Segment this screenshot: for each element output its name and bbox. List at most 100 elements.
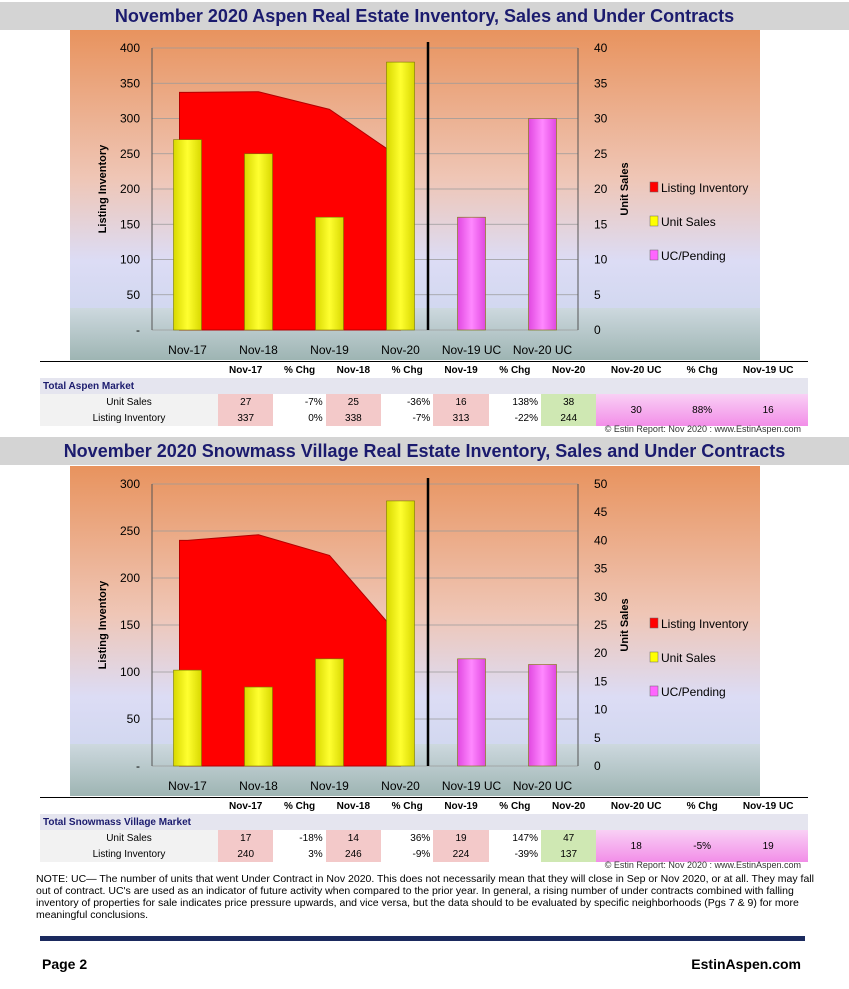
x-tick-label: Nov-20 UC	[513, 343, 573, 357]
y-tick-label: 150	[120, 217, 140, 231]
cell: -22%	[514, 412, 538, 424]
col-header: Nov-18	[325, 361, 382, 378]
cell: 337	[218, 410, 274, 426]
cell: 246	[325, 846, 382, 862]
y-tick-label: 100	[120, 253, 140, 267]
y-tick-label: 300	[120, 112, 140, 126]
y2-tick-label: 25	[594, 147, 608, 161]
y-tick-label: 50	[127, 288, 141, 302]
y2-tick-label: 30	[594, 590, 608, 604]
cell: 313	[433, 410, 489, 426]
cell: -9%	[412, 848, 431, 860]
unit-sales-bar	[173, 669, 202, 767]
row-label: Unit Sales	[40, 394, 218, 410]
y-tick-label: 150	[120, 618, 140, 632]
cell: 244	[540, 410, 597, 426]
unit-sales-bar	[244, 153, 273, 331]
col-header: % Chg	[676, 797, 729, 814]
legend-label: Listing Inventory	[661, 181, 748, 195]
cell: 27	[218, 394, 274, 410]
col-header: Nov-20	[540, 797, 597, 814]
x-tick-label: Nov-20	[381, 343, 420, 357]
col-header: Nov-18	[325, 797, 382, 814]
snowmass-chart-svg: - 50 100 150 200 250 300 0 5 10 15 20 25 30 35 40 45 50 No…	[70, 466, 760, 796]
col-header: % Chg	[381, 797, 434, 814]
footer-rule	[40, 936, 805, 941]
cell: 16	[728, 394, 808, 426]
y-axis-title: Listing Inventory	[97, 144, 109, 234]
y-tick-label: -	[136, 323, 140, 337]
market-label: Total Aspen Market	[40, 378, 808, 394]
cell: 338	[325, 410, 382, 426]
y-axis-title: Listing Inventory	[97, 580, 109, 670]
x-tick-label: Nov-19 UC	[442, 343, 502, 357]
table-row: Unit Sales 27 -7% 25 -36% 16 138% 38 30 …	[40, 394, 808, 426]
y-tick-label: 300	[120, 477, 140, 491]
unit-sales-bar	[173, 139, 202, 331]
row-label: Listing Inventory	[40, 410, 218, 426]
aspen-chart-svg: - 50 100 150 200 250 300 350 400 0 5 10 15 20 25 30 35 40…	[70, 30, 760, 360]
y2-axis-title: Unit Sales	[619, 598, 631, 651]
legend-swatch	[649, 651, 659, 663]
cell: 30	[596, 394, 677, 426]
y2-tick-label: 5	[594, 731, 601, 745]
cell: -7%	[304, 396, 323, 408]
x-tick-label: Nov-17	[168, 343, 207, 357]
y2-axis-title: Unit Sales	[619, 162, 631, 215]
row-label: Unit Sales	[40, 830, 218, 846]
col-header: Nov-20 UC	[596, 361, 677, 378]
uc-pending-bar	[457, 658, 486, 767]
aspen-chart: - 50 100 150 200 250 300 350 400 0 5 10 15 20 25 30 35 40…	[0, 30, 849, 360]
cell: 17	[218, 830, 274, 846]
legend-label: Unit Sales	[661, 651, 716, 665]
chart-title-snowmass: November 2020 Snowmass Village Real Esta…	[0, 437, 849, 465]
y2-tick-label: 0	[594, 323, 601, 337]
col-header: Nov-19 UC	[728, 797, 808, 814]
legend-swatch	[649, 215, 659, 227]
x-tick-label: Nov-19	[310, 343, 349, 357]
y-tick-label: 400	[120, 41, 140, 55]
copyright: © Estin Report: Nov 2020 : www.EstinAspe…	[604, 424, 801, 434]
cell: 147%	[512, 832, 538, 844]
legend-label: Unit Sales	[661, 215, 716, 229]
col-header: Nov-17	[218, 797, 274, 814]
site-name: EstinAspen.com	[691, 956, 801, 972]
col-header: Nov-20	[540, 361, 597, 378]
x-tick-label: Nov-20	[381, 779, 420, 793]
cell: 38	[540, 394, 597, 410]
unit-sales-bar	[386, 61, 415, 331]
chart-title-aspen: November 2020 Aspen Real Estate Inventor…	[0, 2, 849, 30]
cell: 19	[433, 830, 489, 846]
y2-tick-label: 20	[594, 646, 608, 660]
unit-sales-bar	[244, 686, 273, 767]
table-row: Listing Inventory 337 0% 338 -7% 313 -22…	[40, 410, 808, 426]
aspen-data-table: Nov-17 % Chg Nov-18 % Chg Nov-19 % Chg N…	[40, 361, 808, 426]
cell: 137	[540, 846, 597, 862]
unit-sales-bar	[315, 216, 344, 331]
col-header: % Chg	[488, 797, 541, 814]
cell: 18	[596, 830, 677, 862]
cell: 19	[728, 830, 808, 862]
snowmass-data-table: Nov-17 % Chg Nov-18 % Chg Nov-19 % Chg N…	[40, 797, 808, 862]
footnote: NOTE: UC— The number of units that went …	[36, 873, 814, 921]
legend-label: Listing Inventory	[661, 617, 748, 631]
y-tick-label: 200	[120, 571, 140, 585]
cell: 16	[433, 394, 489, 410]
legend-swatch	[649, 617, 659, 629]
cell: -5%	[676, 830, 729, 862]
row-label: Listing Inventory	[40, 846, 218, 862]
cell: 138%	[512, 396, 538, 408]
y-tick-label: 50	[127, 712, 141, 726]
col-header: % Chg	[273, 361, 326, 378]
y-tick-label: 250	[120, 524, 140, 538]
market-label: Total Snowmass Village Market	[40, 814, 808, 830]
cell: 224	[433, 846, 489, 862]
y-tick-label: 250	[120, 147, 140, 161]
cell: 0%	[308, 412, 323, 424]
page-number: Page 2	[42, 956, 88, 972]
cell: 14	[325, 830, 382, 846]
y2-tick-label: 35	[594, 562, 608, 576]
col-header: % Chg	[381, 361, 434, 378]
y2-tick-label: 20	[594, 182, 608, 196]
y-tick-label: 200	[120, 182, 140, 196]
